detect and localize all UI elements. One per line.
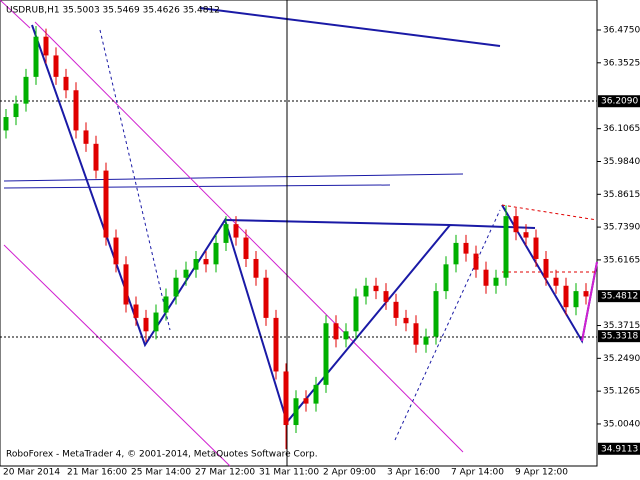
candle-body xyxy=(563,285,569,308)
candle-body xyxy=(273,317,279,372)
candle-body xyxy=(463,242,469,254)
plot-frame xyxy=(0,0,598,467)
chart-title: USDRUB,H1 35.5003 35.5469 35.4626 35.481… xyxy=(6,6,220,16)
x-tick-label: 27 Mar 12:00 xyxy=(195,468,255,478)
candle-body xyxy=(553,277,559,286)
candle-body xyxy=(213,242,219,265)
candle-body xyxy=(173,277,179,297)
candle-body xyxy=(253,258,259,278)
candle-body xyxy=(353,296,359,332)
candle-body xyxy=(13,103,19,118)
candle-body xyxy=(143,317,149,332)
candle-body xyxy=(393,301,399,318)
candle-body xyxy=(523,232,529,238)
candle-body xyxy=(423,336,429,345)
candle-body xyxy=(493,277,499,286)
candle-body xyxy=(63,76,69,91)
candle-body xyxy=(363,285,369,297)
candle-body xyxy=(443,264,449,292)
candle-body xyxy=(83,130,89,144)
y-tick-label: 35.9840 xyxy=(603,157,640,167)
x-tick-label: 25 Mar 14:00 xyxy=(131,468,191,478)
x-tick-label: 21 Mar 16:00 xyxy=(67,468,127,478)
price-box xyxy=(598,330,640,343)
y-tick-label: 36.3525 xyxy=(603,58,640,68)
candle-body xyxy=(233,224,239,238)
candle-body xyxy=(473,253,479,270)
candle-body xyxy=(543,258,549,278)
candle-body xyxy=(293,398,299,426)
candle-body xyxy=(163,296,169,313)
x-tick-label: 2 Apr 09:00 xyxy=(323,468,376,478)
candle-body xyxy=(313,384,319,404)
candle-body xyxy=(183,269,189,278)
candle-body xyxy=(53,55,59,77)
candle-body xyxy=(323,323,329,385)
price-box xyxy=(598,442,640,455)
y-tick-label: 35.2490 xyxy=(603,354,640,364)
y-tick-label: 36.1065 xyxy=(603,124,640,134)
candle-body xyxy=(333,323,339,340)
candle-body xyxy=(263,277,269,318)
x-tick-label: 31 Mar 11:00 xyxy=(259,468,319,478)
x-tick-label: 7 Apr 14:00 xyxy=(451,468,504,478)
candle-body xyxy=(413,323,419,345)
candle-body xyxy=(433,291,439,337)
candle-body xyxy=(583,291,589,297)
candle-body xyxy=(223,224,229,243)
candle-body xyxy=(373,285,379,292)
candle-body xyxy=(283,371,289,426)
y-tick-label: 35.0040 xyxy=(603,419,640,429)
y-tick-label: 36.4750 xyxy=(603,25,640,35)
candle-body xyxy=(33,36,39,77)
price-box xyxy=(598,95,640,108)
candle-body xyxy=(153,312,159,332)
candle-body xyxy=(193,258,199,270)
candle-body xyxy=(383,291,389,302)
x-tick-label: 9 Apr 12:00 xyxy=(515,468,568,478)
y-tick-label: 35.6165 xyxy=(603,255,640,265)
y-tick-label: 35.1265 xyxy=(603,387,640,397)
candle-body xyxy=(23,76,29,104)
candle-body xyxy=(453,242,459,265)
x-tick-label: 3 Apr 16:00 xyxy=(387,468,440,478)
candle-body xyxy=(133,304,139,318)
candle-body xyxy=(73,90,79,131)
candle-body xyxy=(203,258,209,265)
candle-body xyxy=(533,237,539,259)
candle-body xyxy=(93,143,99,171)
y-tick-label: 35.7390 xyxy=(603,223,640,233)
price-label: 35.3318 xyxy=(601,332,638,342)
candle-body xyxy=(243,237,249,259)
candle-body xyxy=(103,170,109,238)
price-label: 34.9113 xyxy=(601,444,638,454)
candle-body xyxy=(123,264,129,305)
candle-body xyxy=(3,117,9,131)
footer: RoboForex - MetaTrader 4, © 2001-2014, M… xyxy=(6,450,318,460)
candle-body xyxy=(503,216,509,278)
price-box xyxy=(598,290,640,303)
candle-body xyxy=(43,36,49,56)
price-label: 35.4812 xyxy=(601,292,638,302)
candle-body xyxy=(513,216,519,233)
price-label: 36.2090 xyxy=(601,97,638,107)
candle-body xyxy=(343,331,349,340)
candle-body xyxy=(573,291,579,308)
x-tick-label: 20 Mar 2014 xyxy=(3,468,60,478)
candle-body xyxy=(113,237,119,265)
y-tick-label: 35.3715 xyxy=(603,321,640,331)
candle-body xyxy=(403,317,409,324)
candle-body xyxy=(303,398,309,404)
y-tick-label: 35.8615 xyxy=(603,190,640,200)
candle-body xyxy=(483,269,489,286)
